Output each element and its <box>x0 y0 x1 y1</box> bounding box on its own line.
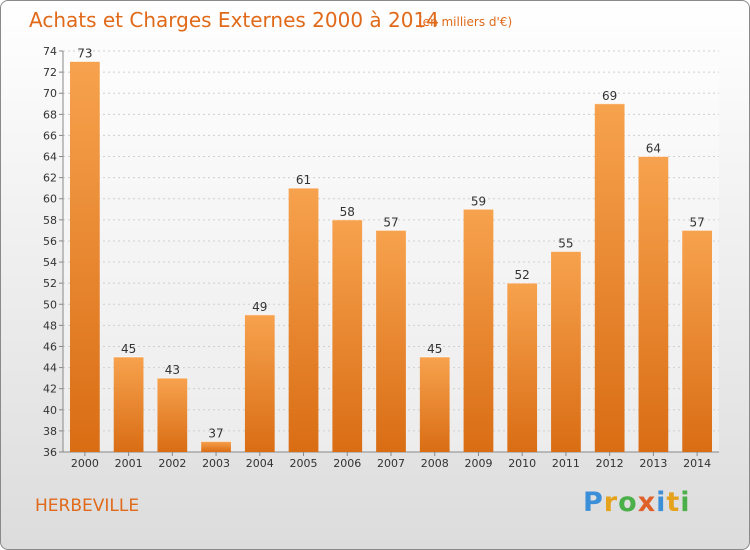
chart-subtitle: (en milliers d'€) <box>418 15 513 29</box>
y-tick-label: 56 <box>43 235 57 248</box>
value-label: 64 <box>646 142 661 156</box>
x-tick-label: 2014 <box>683 457 711 470</box>
bar-2004 <box>244 314 275 452</box>
x-tick-label: 2013 <box>639 457 667 470</box>
proxiti-logo: Proxiti <box>583 487 691 518</box>
x-tick-label: 2010 <box>508 457 536 470</box>
bar-2005 <box>288 188 319 452</box>
bar-2009 <box>463 209 494 452</box>
y-tick-label: 66 <box>43 129 57 142</box>
value-label: 37 <box>208 426 223 440</box>
bar-2001 <box>113 357 144 452</box>
y-tick-label: 62 <box>43 172 57 185</box>
bar-2008 <box>419 357 450 452</box>
y-tick-label: 64 <box>43 151 57 164</box>
bar-2011 <box>551 251 581 452</box>
y-tick-label: 36 <box>43 446 57 459</box>
value-label: 45 <box>121 342 136 356</box>
value-label: 69 <box>602 89 617 103</box>
y-tick-label: 42 <box>43 383 57 396</box>
x-tick-label: 2007 <box>377 457 405 470</box>
bar-2013 <box>638 156 669 453</box>
value-label: 57 <box>689 215 704 229</box>
y-tick-label: 54 <box>43 256 57 269</box>
y-tick-label: 72 <box>43 66 57 79</box>
chart-title: Achats et Charges Externes 2000 à 2014 <box>29 8 439 32</box>
y-tick-label: 74 <box>43 45 57 58</box>
x-tick-label: 2006 <box>333 457 361 470</box>
bar-2014 <box>682 230 713 452</box>
bar-2006 <box>332 219 363 452</box>
value-label: 58 <box>340 205 355 219</box>
value-label: 73 <box>77 47 92 61</box>
y-tick-label: 70 <box>43 87 57 100</box>
x-tick-label: 2001 <box>115 457 143 470</box>
x-tick-label: 2012 <box>596 457 624 470</box>
value-label: 61 <box>296 173 311 187</box>
x-tick-label: 2011 <box>552 457 580 470</box>
value-label: 55 <box>558 237 573 251</box>
y-tick-label: 58 <box>43 214 57 227</box>
bar-2000 <box>69 61 100 452</box>
y-tick-label: 44 <box>43 362 57 375</box>
value-label: 52 <box>515 268 530 282</box>
y-tick-label: 40 <box>43 404 57 417</box>
town-name: HERBEVILLE <box>35 496 140 516</box>
x-tick-label: 2000 <box>71 457 99 470</box>
y-tick-label: 46 <box>43 340 57 353</box>
y-tick-label: 52 <box>43 277 57 290</box>
y-tick-label: 48 <box>43 319 57 332</box>
bar-2010 <box>507 283 538 452</box>
bar-2003 <box>201 441 231 452</box>
bar-2007 <box>376 230 406 452</box>
value-label: 43 <box>165 363 180 377</box>
y-tick-label: 68 <box>43 108 57 121</box>
x-tick-label: 2004 <box>246 457 274 470</box>
x-tick-label: 2008 <box>421 457 449 470</box>
bar-2012 <box>594 103 625 453</box>
value-label: 59 <box>471 194 486 208</box>
x-tick-label: 2009 <box>464 457 492 470</box>
y-tick-label: 50 <box>43 298 57 311</box>
x-tick-label: 2003 <box>202 457 230 470</box>
y-tick-label: 38 <box>43 425 57 438</box>
x-tick-label: 2005 <box>290 457 318 470</box>
y-tick-label: 60 <box>43 193 57 206</box>
value-label: 49 <box>252 300 267 314</box>
value-label: 45 <box>427 342 442 356</box>
x-tick-label: 2002 <box>158 457 186 470</box>
value-label: 57 <box>383 215 398 229</box>
bar-2002 <box>157 378 188 452</box>
